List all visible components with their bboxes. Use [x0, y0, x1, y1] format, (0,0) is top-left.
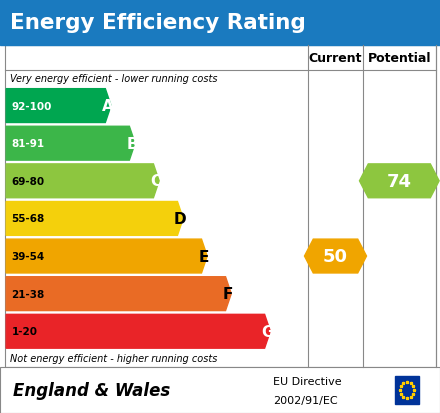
- Text: F: F: [223, 287, 233, 301]
- Text: 74: 74: [387, 172, 412, 190]
- Text: 92-100: 92-100: [11, 101, 52, 112]
- Polygon shape: [6, 315, 270, 348]
- Polygon shape: [6, 127, 135, 161]
- Text: 2002/91/EC: 2002/91/EC: [273, 395, 337, 405]
- Text: E: E: [199, 249, 209, 264]
- Polygon shape: [6, 90, 111, 123]
- Text: 81-91: 81-91: [11, 139, 44, 149]
- Polygon shape: [359, 164, 439, 198]
- Text: 21-38: 21-38: [11, 289, 45, 299]
- Text: Not energy efficient - higher running costs: Not energy efficient - higher running co…: [10, 354, 217, 363]
- Text: Very energy efficient - lower running costs: Very energy efficient - lower running co…: [10, 74, 217, 84]
- Text: 1-20: 1-20: [11, 326, 37, 337]
- Text: 50: 50: [323, 247, 348, 266]
- Polygon shape: [6, 164, 159, 198]
- Polygon shape: [6, 240, 207, 273]
- Text: A: A: [102, 99, 114, 114]
- Polygon shape: [6, 277, 231, 311]
- Text: D: D: [174, 211, 187, 226]
- Bar: [5, 46, 436, 367]
- Text: England & Wales: England & Wales: [13, 381, 170, 399]
- Polygon shape: [6, 202, 183, 236]
- Text: B: B: [126, 136, 138, 151]
- Text: EU Directive: EU Directive: [273, 377, 341, 387]
- Text: 39-54: 39-54: [11, 252, 45, 261]
- Text: G: G: [261, 324, 273, 339]
- Bar: [395, 376, 419, 404]
- Text: Current: Current: [309, 52, 362, 65]
- Text: C: C: [150, 174, 161, 189]
- Text: Potential: Potential: [367, 52, 431, 65]
- Text: 55-68: 55-68: [11, 214, 45, 224]
- Bar: [0, 367, 440, 413]
- Text: 69-80: 69-80: [11, 176, 44, 186]
- Text: Energy Efficiency Rating: Energy Efficiency Rating: [10, 13, 305, 33]
- Polygon shape: [304, 240, 367, 273]
- Bar: [0, 0, 440, 46]
